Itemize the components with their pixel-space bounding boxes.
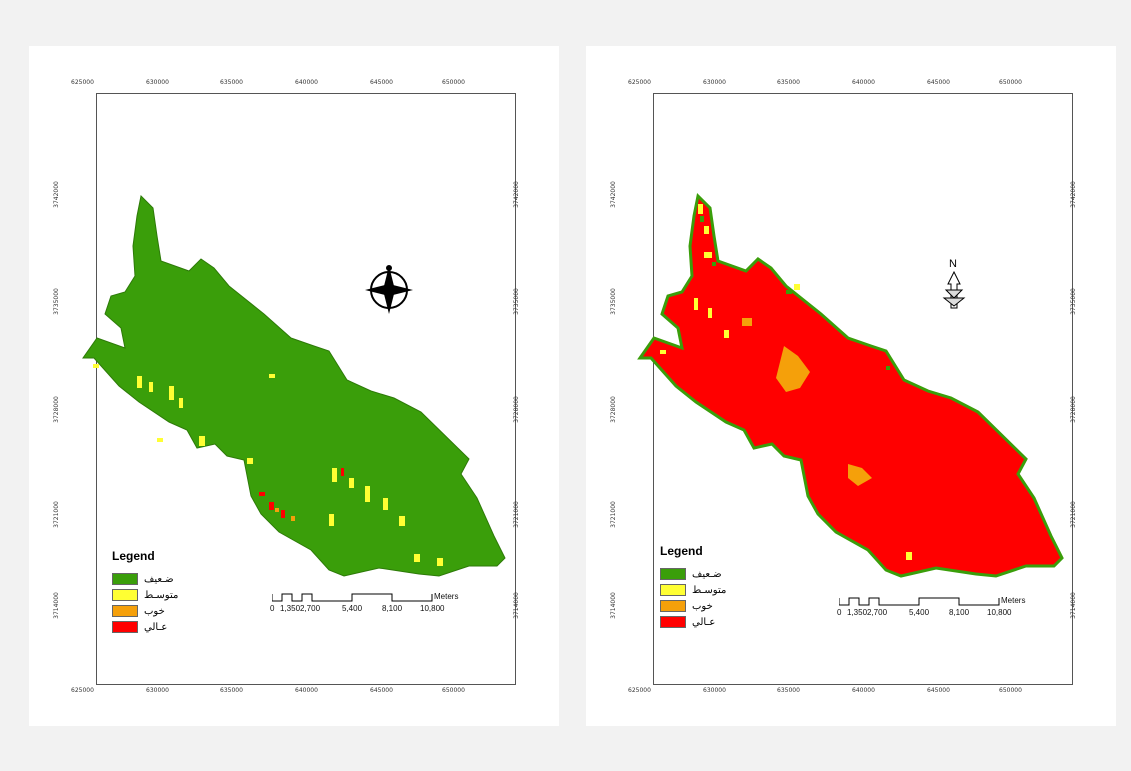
legend-item: خوب bbox=[112, 603, 178, 619]
good-class-patches bbox=[275, 508, 295, 521]
study-area-region bbox=[82, 194, 506, 577]
legend-label: ضـعيف bbox=[144, 573, 174, 585]
scale-label: 5,400 bbox=[909, 608, 930, 617]
high-class-patches bbox=[259, 468, 344, 518]
legend: Legend ضـعيف متوسـط خوب عـالي bbox=[112, 549, 178, 635]
north-label: N bbox=[949, 258, 957, 270]
weak-class-patches bbox=[700, 216, 890, 370]
x-tick-label: 625000 bbox=[71, 687, 94, 694]
x-tick-label: 625000 bbox=[628, 79, 651, 86]
legend-label: خوب bbox=[692, 600, 713, 612]
legend-item: خوب bbox=[660, 598, 726, 614]
x-tick-label: 645000 bbox=[370, 79, 393, 86]
x-tick-label: 645000 bbox=[370, 687, 393, 694]
map-frame bbox=[653, 93, 1073, 685]
x-tick-label: 650000 bbox=[442, 79, 465, 86]
map-region-svg bbox=[637, 192, 1064, 578]
legend-swatch bbox=[660, 616, 686, 628]
legend-item: ضـعيف bbox=[660, 566, 726, 582]
legend-label: عـالي bbox=[692, 616, 716, 628]
scale-label: 0 bbox=[837, 608, 842, 617]
scale-label: 8,100 bbox=[949, 608, 970, 617]
legend-item: عـالي bbox=[112, 619, 178, 635]
x-tick-label: 645000 bbox=[927, 79, 950, 86]
study-area-region bbox=[637, 192, 1064, 578]
x-tick-label: 640000 bbox=[295, 79, 318, 86]
x-tick-label: 650000 bbox=[999, 687, 1022, 694]
legend-label: متوسـط bbox=[692, 584, 727, 596]
scale-label: 8,100 bbox=[382, 604, 403, 613]
legend-swatch bbox=[112, 589, 138, 601]
legend-label: خوب bbox=[144, 605, 165, 617]
good-class-patches bbox=[742, 318, 872, 486]
map-panel-left: 625000 630000 635000 640000 645000 65000… bbox=[29, 46, 559, 726]
compass-north-icon bbox=[365, 265, 413, 314]
x-tick-label: 635000 bbox=[220, 687, 243, 694]
x-tick-label: 625000 bbox=[628, 687, 651, 694]
x-tick-label: 635000 bbox=[220, 79, 243, 86]
scale-label: 1,350 bbox=[847, 608, 868, 617]
legend-swatch bbox=[112, 573, 138, 585]
x-tick-label: 640000 bbox=[295, 687, 318, 694]
x-tick-label: 645000 bbox=[927, 687, 950, 694]
legend-swatch bbox=[660, 600, 686, 612]
legend-swatch bbox=[660, 568, 686, 580]
scale-label: 0 bbox=[270, 604, 275, 613]
moderate-class-patches bbox=[93, 364, 443, 566]
legend-item: متوسـط bbox=[112, 587, 178, 603]
legend-label: ضـعيف bbox=[692, 568, 722, 580]
legend-item: متوسـط bbox=[660, 582, 726, 598]
x-tick-label: 650000 bbox=[442, 687, 465, 694]
x-tick-label: 640000 bbox=[852, 79, 875, 86]
legend-title: Legend bbox=[660, 544, 703, 558]
x-tick-label: 630000 bbox=[146, 79, 169, 86]
scale-label: 1,350 bbox=[280, 604, 301, 613]
x-tick-label: 630000 bbox=[703, 79, 726, 86]
x-tick-label: 630000 bbox=[146, 687, 169, 694]
north-arrow-icon bbox=[942, 270, 966, 309]
legend-label: متوسـط bbox=[144, 589, 179, 601]
scale-label: 5,400 bbox=[342, 604, 363, 613]
map-region-svg bbox=[82, 194, 506, 577]
legend-swatch bbox=[112, 621, 138, 633]
legend: Legend ضـعيف متوسـط خوب عـالي bbox=[660, 544, 726, 630]
legend-label: عـالي bbox=[144, 621, 168, 633]
map-panel-right: 625000 630000 635000 640000 645000 65000… bbox=[586, 46, 1116, 726]
x-tick-label: 650000 bbox=[999, 79, 1022, 86]
legend-item: عـالي bbox=[660, 614, 726, 630]
scale-label: 2,700 bbox=[867, 608, 888, 617]
x-tick-label: 630000 bbox=[703, 687, 726, 694]
x-tick-label: 640000 bbox=[852, 687, 875, 694]
scale-label: 10,800 bbox=[987, 608, 1012, 617]
legend-swatch bbox=[660, 584, 686, 596]
legend-swatch bbox=[112, 605, 138, 617]
legend-item: ضـعيف bbox=[112, 571, 178, 587]
x-tick-label: 625000 bbox=[71, 79, 94, 86]
moderate-class-patches bbox=[660, 204, 912, 560]
x-tick-label: 635000 bbox=[777, 687, 800, 694]
scale-unit: Meters bbox=[434, 592, 459, 601]
x-tick-label: 635000 bbox=[777, 79, 800, 86]
map-frame bbox=[96, 93, 516, 685]
legend-title: Legend bbox=[112, 549, 155, 563]
scale-unit: Meters bbox=[1001, 596, 1026, 605]
scale-label: 2,700 bbox=[300, 604, 321, 613]
scale-label: 10,800 bbox=[420, 604, 445, 613]
